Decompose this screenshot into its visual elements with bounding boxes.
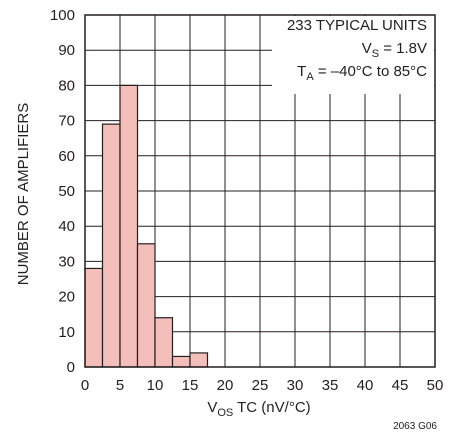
- annotation-box: [272, 16, 434, 94]
- histogram-bars: [84, 84, 209, 368]
- x-tick-labels: 0 5 10 15 20 25 30 35 40 45 50: [81, 377, 444, 394]
- histogram-bar: [189, 352, 209, 368]
- annotation-units: 233 TYPICAL UNITS: [287, 17, 427, 34]
- annotation-temperature: TA = –40°C to 85°C: [297, 63, 427, 83]
- x-tick-label: 20: [217, 377, 234, 394]
- x-tick-label: 5: [116, 377, 124, 394]
- y-tick-label: 70: [58, 113, 75, 130]
- x-tick-label: 15: [182, 377, 199, 394]
- y-axis-label: NUMBER OF AMPLIFIERS: [15, 103, 32, 286]
- histogram-bar: [171, 355, 191, 368]
- histogram-bar: [136, 243, 156, 368]
- plot-frame: [84, 14, 436, 368]
- x-axis-label: VOS TC (nV/°C): [207, 399, 310, 419]
- y-tick-labels: 0 10 20 30 40 50 60 70 80 90 100: [50, 7, 75, 376]
- y-tick-label: 80: [58, 77, 75, 94]
- y-tick-label: 60: [58, 148, 75, 165]
- y-tick-label: 40: [58, 218, 75, 235]
- x-tick-label: 50: [427, 377, 444, 394]
- x-tick-label: 10: [147, 377, 164, 394]
- histogram-bar: [154, 317, 174, 368]
- y-tick-label: 100: [50, 7, 75, 24]
- y-tick-label: 90: [58, 42, 75, 59]
- x-tick-label: 35: [322, 377, 339, 394]
- x-tick-label: 25: [252, 377, 269, 394]
- x-tick-label: 45: [392, 377, 409, 394]
- histogram-bar: [84, 267, 104, 368]
- annotation-supply: VS = 1.8V: [362, 40, 427, 60]
- histogram-bar: [119, 84, 139, 368]
- x-tick-label: 0: [81, 377, 89, 394]
- x-tick-label: 30: [287, 377, 304, 394]
- y-tick-label: 0: [67, 359, 75, 376]
- histogram-bar: [101, 123, 121, 368]
- y-tick-label: 30: [58, 253, 75, 270]
- y-tick-label: 20: [58, 289, 75, 306]
- figure-id: 2063 G06: [393, 421, 437, 432]
- y-tick-label: 10: [58, 324, 75, 341]
- x-tick-label: 40: [357, 377, 374, 394]
- y-tick-label: 50: [58, 183, 75, 200]
